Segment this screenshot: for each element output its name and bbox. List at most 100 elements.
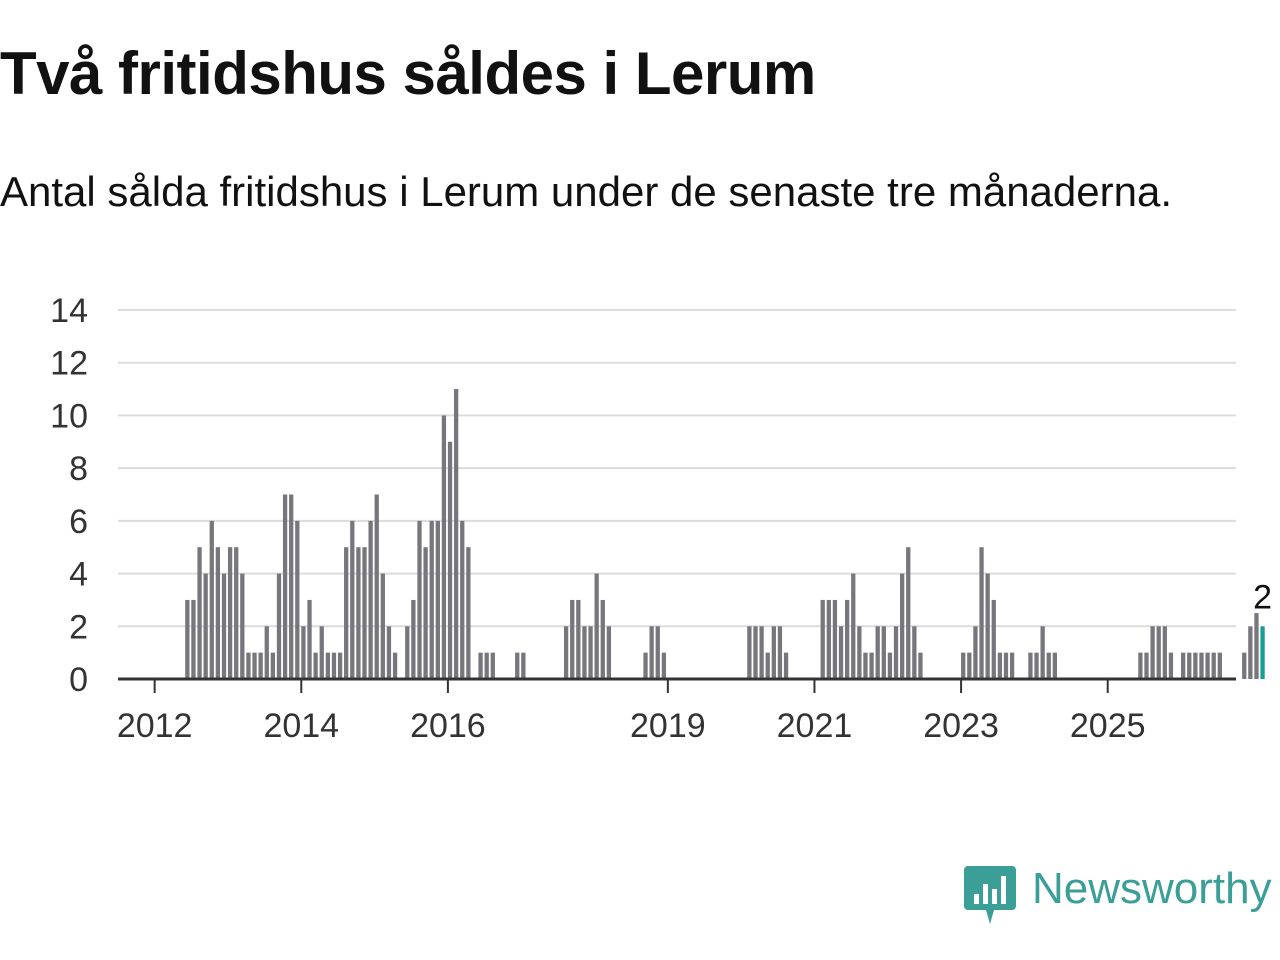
- bar: [356, 547, 361, 679]
- bar: [380, 573, 385, 679]
- bar: [289, 494, 294, 679]
- bar: [429, 520, 434, 679]
- bar: [1162, 626, 1167, 679]
- bar: [270, 652, 276, 679]
- bar: [588, 626, 593, 679]
- bar: [893, 626, 899, 679]
- bar: [313, 652, 318, 679]
- bar: [582, 626, 587, 679]
- bar: [759, 626, 764, 679]
- x-tick-label: 2023: [923, 707, 999, 745]
- brand-name: Newsworthy: [1032, 864, 1272, 913]
- bar: [282, 494, 288, 679]
- bar: [411, 599, 416, 679]
- bar: [967, 652, 972, 679]
- bar: [246, 652, 251, 679]
- bar: [447, 441, 453, 679]
- value-annotation: 2: [1253, 578, 1272, 616]
- bar: [417, 520, 422, 679]
- x-tick-label: 2021: [777, 707, 853, 745]
- bar: [331, 652, 337, 679]
- bar: [234, 547, 239, 679]
- x-tick-label: 2016: [410, 707, 486, 745]
- bar: [820, 599, 825, 679]
- bar: [264, 626, 269, 679]
- bar: [405, 626, 410, 679]
- bar: [1003, 652, 1009, 679]
- bar: [350, 520, 355, 679]
- bar: [576, 599, 581, 679]
- bar: [600, 599, 605, 679]
- bar: [521, 652, 526, 679]
- bar: [783, 652, 789, 679]
- bar: [918, 652, 923, 679]
- bar: [979, 547, 984, 679]
- y-tick-label: 12: [50, 345, 88, 383]
- bar: [392, 652, 398, 679]
- bar: [661, 652, 667, 679]
- bar: [1242, 652, 1247, 679]
- bar: [906, 547, 911, 679]
- bar: [875, 626, 880, 679]
- bar: [845, 599, 850, 679]
- bar: [899, 573, 905, 679]
- bar: [1046, 652, 1051, 679]
- bar: [515, 652, 520, 679]
- bar: [276, 573, 282, 679]
- bar: [1144, 652, 1149, 679]
- bar: [344, 547, 349, 679]
- bar: [838, 626, 844, 679]
- bar: [961, 652, 966, 679]
- bar: [337, 652, 343, 679]
- bar: [1205, 652, 1210, 679]
- bar: [881, 626, 886, 679]
- bar: [301, 626, 306, 679]
- bar: [215, 547, 221, 679]
- bar: [484, 652, 489, 679]
- bar: [753, 626, 758, 679]
- bar: [1217, 652, 1222, 679]
- bar: [832, 599, 838, 679]
- bar: [221, 573, 227, 679]
- bar: [441, 415, 447, 679]
- bar: [1199, 652, 1204, 679]
- bar: [606, 626, 612, 679]
- x-tick-label: 2012: [117, 707, 193, 745]
- bar: [252, 652, 257, 679]
- y-tick-label: 10: [50, 397, 88, 435]
- bar: [765, 652, 770, 679]
- bar: [227, 547, 233, 679]
- bar: [985, 573, 990, 679]
- bar: [863, 652, 868, 679]
- bar: [1052, 652, 1057, 679]
- bar: [295, 520, 300, 679]
- bar: [851, 573, 856, 679]
- bar: [1211, 652, 1216, 679]
- bar: [826, 599, 831, 679]
- bar: [973, 626, 978, 679]
- bar: [747, 626, 752, 679]
- bar: [655, 626, 660, 679]
- bar-chart: 0 2 4 6 8 10 12 14 2 2012 2014 2016 2019 2021 2023 2025: [50, 292, 1272, 745]
- bar: [857, 626, 862, 679]
- bar: [460, 520, 465, 679]
- bar: [1156, 626, 1161, 679]
- x-tick-label: 2025: [1070, 707, 1146, 745]
- bar: [1193, 652, 1198, 679]
- bar: [869, 652, 874, 679]
- bar: [887, 652, 893, 679]
- y-tick-label: 6: [69, 503, 88, 541]
- bar: [1009, 652, 1015, 679]
- bar: [1254, 613, 1259, 679]
- bar: [185, 599, 190, 679]
- y-tick-label: 8: [69, 450, 88, 488]
- bar: [563, 626, 569, 679]
- bar: [1181, 652, 1186, 679]
- bar: [997, 652, 1003, 679]
- bar: [1040, 626, 1045, 679]
- bar: [643, 652, 648, 679]
- bar: [191, 599, 196, 679]
- bar: [435, 520, 440, 679]
- bar: [319, 626, 324, 679]
- bar: [478, 652, 483, 679]
